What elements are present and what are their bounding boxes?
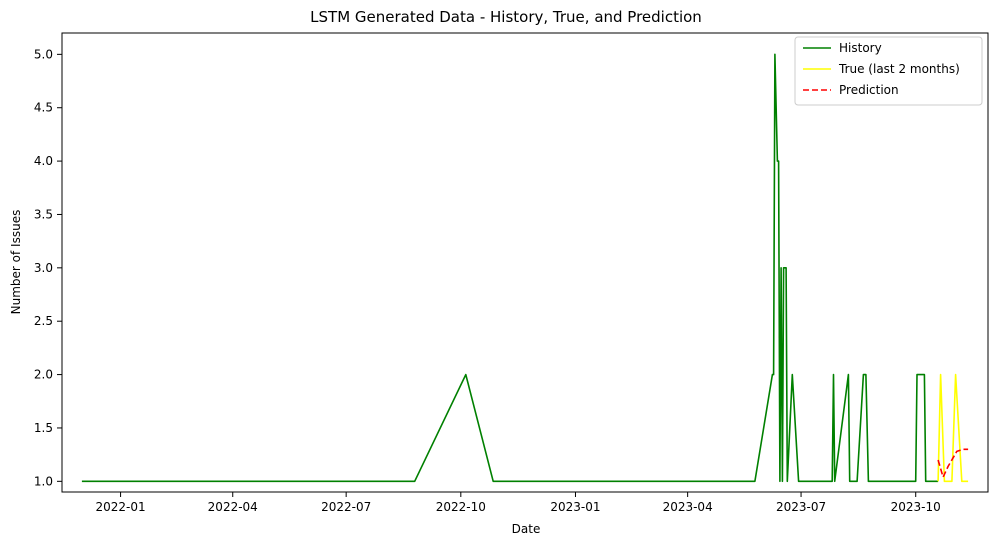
- x-tick-label: 2023-07: [776, 500, 826, 514]
- series-group: [81, 53, 969, 483]
- x-tick-label: 2023-10: [891, 500, 941, 514]
- y-tick-label: 2.0: [34, 368, 53, 382]
- y-tick-label: 1.0: [34, 474, 53, 488]
- chart-title: LSTM Generated Data - History, True, and…: [310, 8, 702, 26]
- plot-area: [61, 32, 989, 493]
- y-tick-label: 4.5: [34, 101, 53, 115]
- legend-label-0: History: [839, 41, 882, 55]
- series-line-2: [937, 448, 969, 478]
- y-tick-label: 5.0: [34, 47, 53, 61]
- series-line-1: [937, 373, 969, 483]
- x-axis-label: Date: [512, 522, 541, 536]
- y-axis: 1.0 1.5 2.0 2.5 3.0 3.5 4.0 4.5 5.0: [34, 47, 62, 488]
- x-tick-label: 2023-01: [550, 500, 600, 514]
- y-tick-label: 3.5: [34, 207, 53, 221]
- x-tick-label: 2022-01: [96, 500, 146, 514]
- y-tick-label: 1.5: [34, 421, 53, 435]
- y-tick-label: 2.5: [34, 314, 53, 328]
- x-tick-label: 2023-04: [663, 500, 713, 514]
- x-tick-label: 2022-07: [321, 500, 371, 514]
- y-tick-label: 4.0: [34, 154, 53, 168]
- x-tick-label: 2022-04: [208, 500, 258, 514]
- legend: History True (last 2 months) Prediction: [794, 36, 983, 106]
- legend-label-1: True (last 2 months): [838, 62, 960, 76]
- y-axis-label: Number of Issues: [9, 210, 23, 315]
- x-tick-label: 2022-10: [436, 500, 486, 514]
- series-line-0: [81, 53, 939, 483]
- y-tick-label: 3.0: [34, 261, 53, 275]
- legend-box: [794, 36, 983, 106]
- x-axis: 2022-01 2022-04 2022-07 2022-10 2023-01 2023-…: [96, 492, 941, 514]
- legend-label-2: Prediction: [839, 83, 899, 97]
